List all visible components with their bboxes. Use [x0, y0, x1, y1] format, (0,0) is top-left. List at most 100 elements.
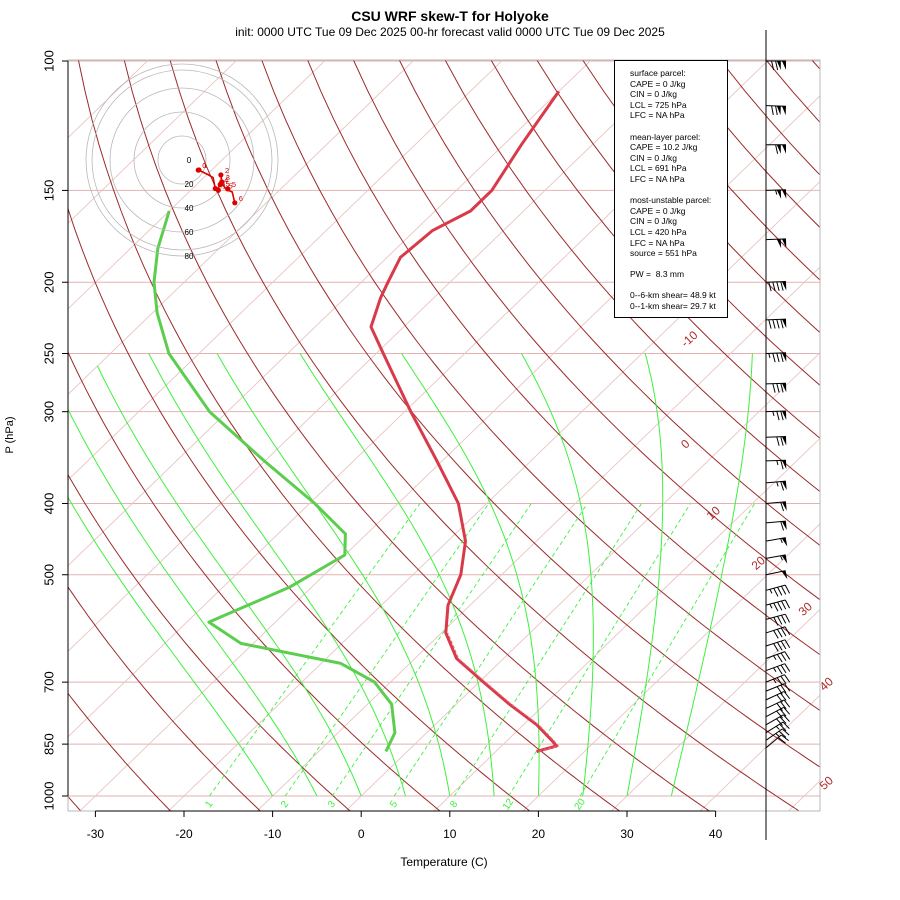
info-line: surface parcel: [630, 68, 686, 78]
wind-barb [765, 651, 791, 663]
isotherm-label: 20 [749, 553, 769, 573]
mixing-ratio-label: 8 [448, 799, 460, 810]
wind-barb [765, 554, 788, 564]
info-line: mean-layer parcel: [630, 131, 701, 142]
dry-adiabat [68, 473, 351, 811]
wind-barb [765, 599, 791, 612]
wind-barb [765, 480, 787, 491]
hodograph-ring-label: 40 [185, 204, 194, 213]
wind-barb [765, 318, 787, 329]
hodograph-point-label: 3 [226, 173, 230, 182]
moist-adiabat [520, 353, 594, 797]
dry-adiabat [490, 60, 820, 439]
y-tick-label: 700 [41, 671, 56, 693]
isotherm [68, 60, 504, 481]
wind-barb [765, 459, 787, 470]
moist-adiabat [216, 353, 451, 797]
wind-barb [765, 734, 789, 749]
dry-adiabat [77, 60, 621, 811]
wind-barb [765, 281, 787, 292]
isotherm [610, 608, 820, 811]
x-tick-label: -20 [175, 827, 193, 841]
y-tick-label: 1000 [41, 782, 56, 811]
x-tick-label: 40 [709, 827, 723, 841]
dry-adiabat [261, 60, 820, 712]
isotherm [788, 780, 820, 811]
wind-barb [765, 352, 787, 363]
x-tick-label: -10 [264, 827, 282, 841]
mixing-ratio-label: 3 [326, 799, 338, 810]
dry-adiabat [169, 60, 800, 811]
y-tick-label: 300 [41, 401, 56, 423]
info-line: most-unstable parcel: [630, 195, 712, 206]
dry-adiabat [68, 350, 441, 811]
wind-barb [765, 706, 791, 719]
wind-barb [766, 144, 786, 154]
wind-barb [765, 683, 791, 695]
info-line: CAPE = 10.2 J/kg [630, 142, 698, 153]
isotherm [522, 523, 820, 811]
dry-adiabat [830, 27, 900, 811]
info-line: CAPE = 0 J/kg [630, 205, 686, 216]
hodograph-ring [85, 63, 279, 257]
moist-adiabat [401, 353, 540, 797]
mixing-ratio-line [453, 503, 642, 797]
info-line: LCL = 691 hPa [630, 163, 687, 174]
wind-barb [765, 520, 787, 531]
mixing-ratio-line [284, 503, 490, 797]
dewpoint-trace [152, 210, 397, 753]
wind-barb [765, 537, 788, 547]
moist-adiabat [626, 353, 664, 797]
mixing-ratio-line [331, 503, 532, 797]
dry-adiabat [68, 207, 531, 811]
hodograph-point [232, 200, 238, 206]
hodograph-ring-label: 20 [185, 180, 194, 189]
hodograph-ring-label: 0 [187, 156, 192, 165]
isotherm [68, 60, 415, 396]
moist-adiabat [97, 365, 362, 797]
hodograph-point-label: 6 [239, 194, 243, 203]
x-tick-label: 10 [443, 827, 457, 841]
dry-adiabat [874, 27, 900, 811]
moist-adiabat [68, 496, 274, 797]
hodograph-ring [157, 135, 207, 185]
chart-subtitle: init: 0000 UTC Tue 09 Dec 2025 00-hr for… [235, 25, 665, 39]
isotherm [68, 60, 150, 139]
mixing-ratio-label: 1 [203, 799, 215, 810]
dry-adiabat [307, 60, 820, 656]
hodograph-ring-label: 60 [185, 228, 194, 237]
hodograph-point [215, 187, 221, 193]
isotherm [167, 180, 820, 811]
hodograph-point-label: 5 [232, 180, 236, 189]
hodograph-point-label: 1 [203, 161, 207, 170]
info-line: CIN = 0 J/kg [630, 152, 678, 163]
temperature-trace [369, 90, 561, 753]
wind-barb [765, 674, 791, 686]
moist-adiabat [299, 353, 495, 797]
info-line: 0--1-km shear= 29.7 kt [630, 301, 716, 312]
wind-barb [766, 60, 786, 71]
info-line: PW = 8.3 mm [630, 269, 685, 280]
parcel-info-box: surface parcel: CAPE = 0 J/kg CIN = 0 J/… [614, 60, 728, 318]
isotherm-label: 10 [704, 503, 724, 523]
mixing-ratio-line [393, 503, 588, 797]
moist-adiabat [670, 353, 753, 797]
hodograph-point-label: 0.5 [219, 180, 229, 189]
wind-barb [765, 570, 788, 580]
isotherm [68, 60, 327, 310]
wind-barb [765, 501, 787, 512]
info-line: source = 551 hPa [630, 248, 697, 259]
x-tick-label: -30 [87, 827, 105, 841]
most-unstable-parcel-block: most-unstable parcel: CAPE = 0 J/kg CIN … [630, 195, 727, 259]
dry-adiabat [123, 60, 711, 811]
surface-parcel-block: surface parcel: CAPE = 0 J/kg CIN = 0 J/… [630, 68, 727, 121]
hodograph-point-label: 1.5 [222, 181, 232, 190]
virtual-temperature-trace [447, 632, 560, 752]
chart-title: CSU WRF skew-T for Holyoke [351, 8, 549, 24]
x-tick-label: 20 [532, 827, 546, 841]
wind-barb [765, 714, 790, 726]
mixing-ratio-label: 2 [279, 799, 291, 810]
y-tick-label: 250 [41, 343, 56, 365]
info-line: LCL = 420 hPa [630, 226, 687, 237]
wind-barb [765, 699, 791, 711]
